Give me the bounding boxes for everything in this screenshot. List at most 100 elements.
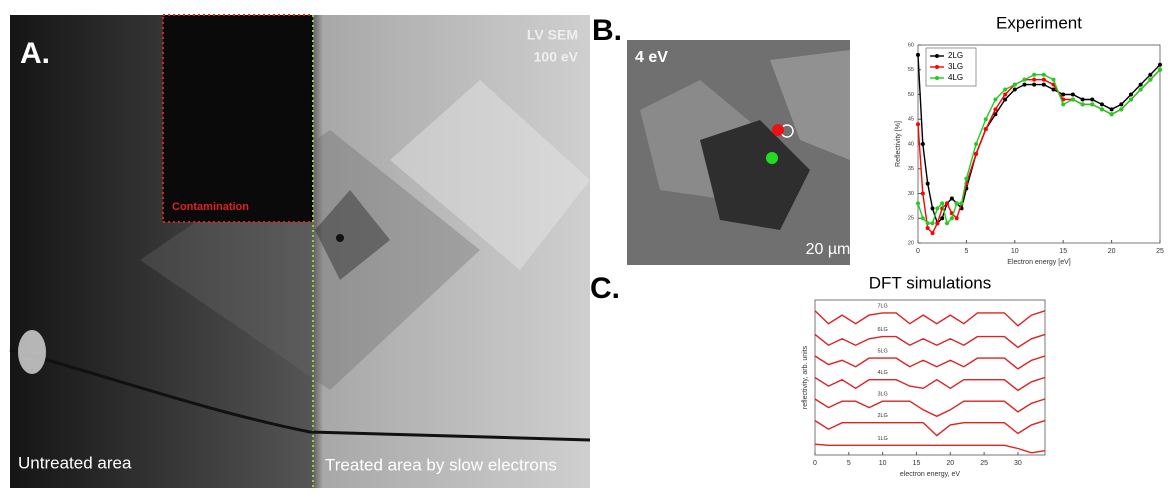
probe-4lg — [766, 152, 778, 164]
chart-title: Experiment — [996, 13, 1082, 32]
chart-title: DFT simulations — [869, 273, 992, 292]
x-tick-label: 25 — [1156, 248, 1164, 255]
contamination-area — [163, 15, 313, 222]
point — [1148, 72, 1153, 77]
point — [945, 201, 950, 206]
point — [1138, 82, 1143, 87]
series-line — [814, 310, 1046, 327]
x-tick-label: 15 — [1059, 248, 1067, 255]
y-tick-label: 45 — [908, 117, 914, 123]
series-label: 6LG — [877, 327, 887, 333]
x-tick-label: 10 — [879, 460, 887, 467]
point — [935, 221, 940, 226]
point — [1041, 77, 1046, 82]
point — [930, 206, 935, 211]
series-label: 4LG — [877, 370, 887, 376]
graphene-flake — [390, 80, 590, 270]
point — [954, 201, 959, 206]
imaging-mode: LV SEM — [527, 27, 578, 43]
beam-energy: 100 eV — [534, 49, 579, 65]
scale-bar-label: 20 µm — [806, 241, 851, 258]
point — [1003, 97, 1008, 102]
x-tick-label: 20 — [946, 460, 954, 467]
point — [1003, 92, 1008, 97]
point — [916, 122, 920, 127]
point — [920, 191, 925, 196]
x-tick-label: 5 — [847, 460, 851, 467]
point — [1138, 87, 1143, 92]
y-tick-label: 25 — [908, 216, 914, 222]
point — [940, 201, 945, 206]
x-axis-label: Electron energy [eV] — [1007, 259, 1070, 266]
point — [945, 221, 950, 226]
point — [1099, 107, 1104, 112]
contamination-box — [162, 14, 314, 223]
graphene-flake — [315, 190, 390, 280]
point — [974, 151, 979, 156]
point — [920, 216, 925, 221]
flake — [700, 120, 810, 230]
point — [993, 107, 998, 112]
point — [920, 142, 925, 146]
point — [959, 201, 964, 206]
contamination-label: Contamination — [172, 201, 249, 213]
point — [993, 97, 998, 102]
y-tick-label: 55 — [908, 67, 914, 73]
series-label: 3LG — [877, 392, 887, 398]
series-label: 2LG — [877, 413, 887, 419]
legend-label: 2LG — [948, 51, 963, 60]
point — [964, 176, 969, 181]
image-energy: 4 eV — [635, 49, 668, 66]
point — [974, 142, 979, 146]
panel-letter: C. — [590, 272, 620, 305]
probe-3lg — [772, 124, 784, 136]
series-line — [814, 398, 1046, 418]
x-tick-label: 0 — [916, 248, 920, 255]
point — [1032, 82, 1037, 87]
point — [949, 216, 954, 221]
y-axis-label: reflectivity, arb. units — [802, 345, 809, 409]
defect — [336, 234, 344, 242]
point — [993, 112, 998, 117]
point — [954, 216, 959, 221]
x-tick-label: 0 — [813, 460, 817, 467]
point — [1158, 62, 1162, 67]
x-tick-label: 30 — [1014, 460, 1022, 467]
point — [916, 201, 920, 206]
point — [1032, 77, 1037, 82]
x-tick-label: 15 — [913, 460, 921, 467]
panel-letter: B. — [592, 14, 622, 47]
untreated-label: Untreated area — [18, 453, 132, 472]
plot-frame — [814, 299, 1046, 456]
y-axis-label: Reflectivity [%] — [895, 121, 902, 167]
legend-label: 3LG — [948, 62, 963, 71]
y-tick-label: 60 — [908, 42, 914, 48]
y-tick-label: 30 — [908, 191, 914, 197]
flake — [770, 50, 850, 160]
point — [1119, 102, 1124, 107]
y-tick-label: 20 — [908, 240, 914, 246]
y-tick-label: 50 — [908, 92, 914, 98]
series-line — [814, 419, 1046, 437]
point — [1012, 82, 1017, 87]
point — [1099, 102, 1104, 107]
point — [1080, 97, 1085, 102]
x-axis-label: electron energy, eV — [900, 471, 961, 478]
x-tick-label: 20 — [1108, 248, 1116, 255]
point — [1070, 97, 1075, 102]
point — [1070, 92, 1075, 97]
point — [1109, 107, 1114, 112]
graphene-flake — [140, 130, 480, 390]
panel-letter: A. — [20, 37, 50, 70]
series-label: 5LG — [877, 349, 887, 355]
point — [1041, 82, 1046, 87]
point — [1022, 77, 1027, 82]
point — [925, 221, 930, 226]
point — [1041, 72, 1046, 77]
point — [1090, 97, 1095, 102]
series-label: 7LG — [877, 303, 887, 309]
legend-marker — [935, 54, 939, 58]
legend-marker — [935, 65, 939, 69]
